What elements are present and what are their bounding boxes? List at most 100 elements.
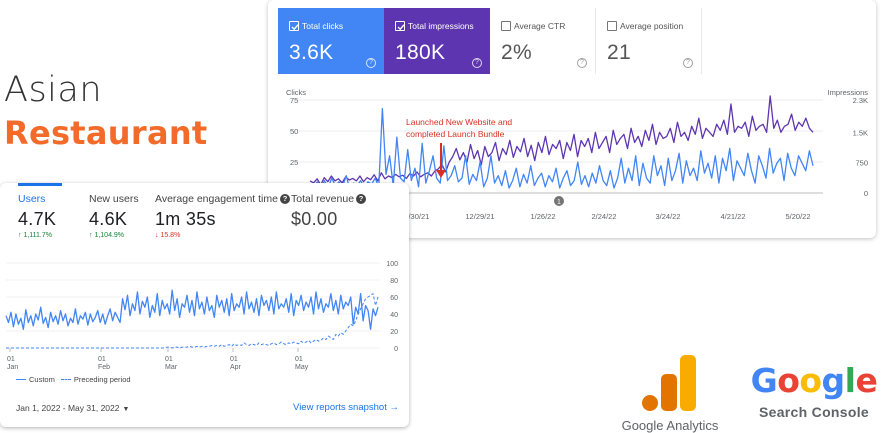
metric-value: 1m 35s <box>155 209 216 229</box>
metric-label: Users <box>18 193 46 205</box>
google-letter: l <box>844 361 856 400</box>
metric-average-engagement-time[interactable]: Average engagement time? 1m 35s ↓ 15.8% <box>155 193 290 239</box>
search-console-logo-caption: Search Console <box>758 404 869 420</box>
series-line-custom <box>5 289 379 330</box>
x-tick-label: 1/26/22 <box>530 212 555 221</box>
checkbox-checked-icon[interactable] <box>395 20 405 31</box>
headline: Asian Restaurant <box>4 68 208 154</box>
y2-tick-label: 2.3K <box>853 96 868 105</box>
metric-value: 2% <box>501 41 532 64</box>
metric-total-revenue[interactable]: Total revenue? $0.00 <box>291 193 367 230</box>
metric-label: Average position <box>620 20 684 31</box>
x-tick-label: 01 <box>7 356 15 363</box>
y-tick-label: 25 <box>290 158 298 167</box>
series-line-clicks <box>309 108 814 190</box>
metric-label: Total revenue <box>291 193 355 205</box>
metric-label: Average CTR <box>514 20 566 31</box>
google-letter: g <box>821 361 846 400</box>
x-tick-label: 5/20/22 <box>785 212 810 221</box>
x-tick-label: 01 <box>98 356 106 363</box>
metric-card-average-ctr[interactable]: Average CTR 2% ? <box>490 8 596 74</box>
metric-value: 3.6K <box>289 41 334 64</box>
x-tick-label: 12/29/21 <box>465 212 494 221</box>
metric-label: Average engagement time <box>155 193 278 205</box>
y2-tick-label: 750 <box>855 159 868 168</box>
help-icon[interactable]: ? <box>683 58 693 68</box>
headline-line1: Asian <box>4 70 103 110</box>
metric-cards: Total clicks 3.6K ? Total impressions 18… <box>278 8 702 74</box>
y-tick-label: 75 <box>290 96 298 105</box>
google-letter: o <box>799 361 822 400</box>
google-wordmark: Google <box>744 362 884 400</box>
metric-label: Total impressions <box>408 20 474 31</box>
analytics-bars-icon <box>642 355 696 411</box>
checkbox-unchecked-icon[interactable] <box>607 20 617 31</box>
x-tick-label: 11/30/21 <box>401 212 430 221</box>
x-tick-label: 01 <box>230 356 238 363</box>
y-tick-label: 50 <box>290 127 298 136</box>
x-tick-label: 01 <box>165 356 173 363</box>
google-search-console-logo: Google Search Console <box>744 362 884 432</box>
series-line-preceding-period <box>6 293 379 349</box>
y-tick-label: 20 <box>390 329 398 336</box>
x-tick-label: 4/21/22 <box>720 212 745 221</box>
metric-delta: ↑ 1,111.7% <box>18 232 52 239</box>
metric-delta: ↓ 15.8% <box>155 232 181 239</box>
metric-label: New users <box>89 193 139 205</box>
arrow-right-icon: → <box>389 402 400 413</box>
date-range-selector[interactable]: Jan 1, 2022 - May 31, 2022 ▼ <box>16 403 129 413</box>
x-tick-label: May <box>295 364 309 371</box>
help-icon[interactable]: ? <box>356 194 367 204</box>
link-label: View reports snapshot <box>293 402 387 413</box>
y2-axis-title: Impressions <box>828 88 869 97</box>
annotation-marker <box>554 196 564 206</box>
legend-preceding: Preceding period <box>73 375 131 384</box>
checkbox-checked-icon[interactable] <box>289 20 299 31</box>
chart-annotation-line1: Launched New Website and <box>406 117 512 127</box>
x-tick-label: 2/24/22 <box>591 212 616 221</box>
y-tick-label: 40 <box>390 312 398 319</box>
x-tick-label: Apr <box>230 364 242 371</box>
metric-users[interactable]: Users 4.7K ↑ 1,111.7% <box>18 193 56 239</box>
metric-value: $0.00 <box>291 209 338 229</box>
legend-custom: Custom <box>29 375 55 384</box>
y-tick-label: 0 <box>394 346 398 353</box>
help-icon[interactable]: ? <box>577 58 587 68</box>
date-range: Jan 1, 2022 - May 31, 2022 <box>16 403 120 413</box>
metric-card-total-impressions[interactable]: Total impressions 180K ? <box>384 8 490 74</box>
x-tick-label: 3/24/22 <box>655 212 680 221</box>
google-letter: e <box>855 361 878 400</box>
google-letter: o <box>777 361 800 400</box>
metric-new-users[interactable]: New users 4.6K ↑ 1,104.9% <box>89 193 139 239</box>
y-tick-label: 80 <box>390 278 398 285</box>
x-tick-label: Feb <box>98 364 110 371</box>
metric-value: 180K <box>395 41 446 64</box>
metric-card-average-position[interactable]: Average position 21 ? <box>596 8 702 74</box>
help-icon[interactable]: ? <box>279 194 290 204</box>
metric-value: 4.6K <box>89 209 128 229</box>
metric-value: 21 <box>607 41 631 64</box>
help-icon[interactable]: ? <box>472 58 482 68</box>
legend-dashed-line-icon <box>60 379 71 380</box>
metric-delta: ↑ 1,104.9% <box>89 232 125 239</box>
metric-label: Total clicks <box>302 20 344 31</box>
caret-down-icon: ▼ <box>122 406 130 413</box>
metric-card-total-clicks[interactable]: Total clicks 3.6K ? <box>278 8 384 74</box>
x-tick-label: Jan <box>7 364 18 371</box>
y-tick-label: 60 <box>390 295 398 302</box>
view-reports-snapshot-link[interactable]: View reports snapshot → <box>293 402 399 413</box>
x-tick-label: Mar <box>165 364 178 371</box>
legend-solid-line-icon <box>16 379 26 380</box>
annotation-arrow-head-icon <box>436 170 446 178</box>
y-axis-title: Clicks <box>286 88 306 97</box>
google-letter: G <box>750 361 778 400</box>
active-tab-indicator <box>18 183 62 186</box>
help-icon[interactable]: ? <box>366 58 376 68</box>
chart-annotation-line2: completed Launch Bundle <box>406 129 505 139</box>
y2-tick-label: 1.5K <box>853 128 868 137</box>
analytics-logo-caption: Google Analytics <box>621 418 719 433</box>
chart-legend: Custom Preceding period <box>16 375 131 384</box>
checkbox-unchecked-icon[interactable] <box>501 20 511 31</box>
analytics-panel: Users 4.7K ↑ 1,111.7% New users 4.6K ↑ 1… <box>0 183 409 427</box>
